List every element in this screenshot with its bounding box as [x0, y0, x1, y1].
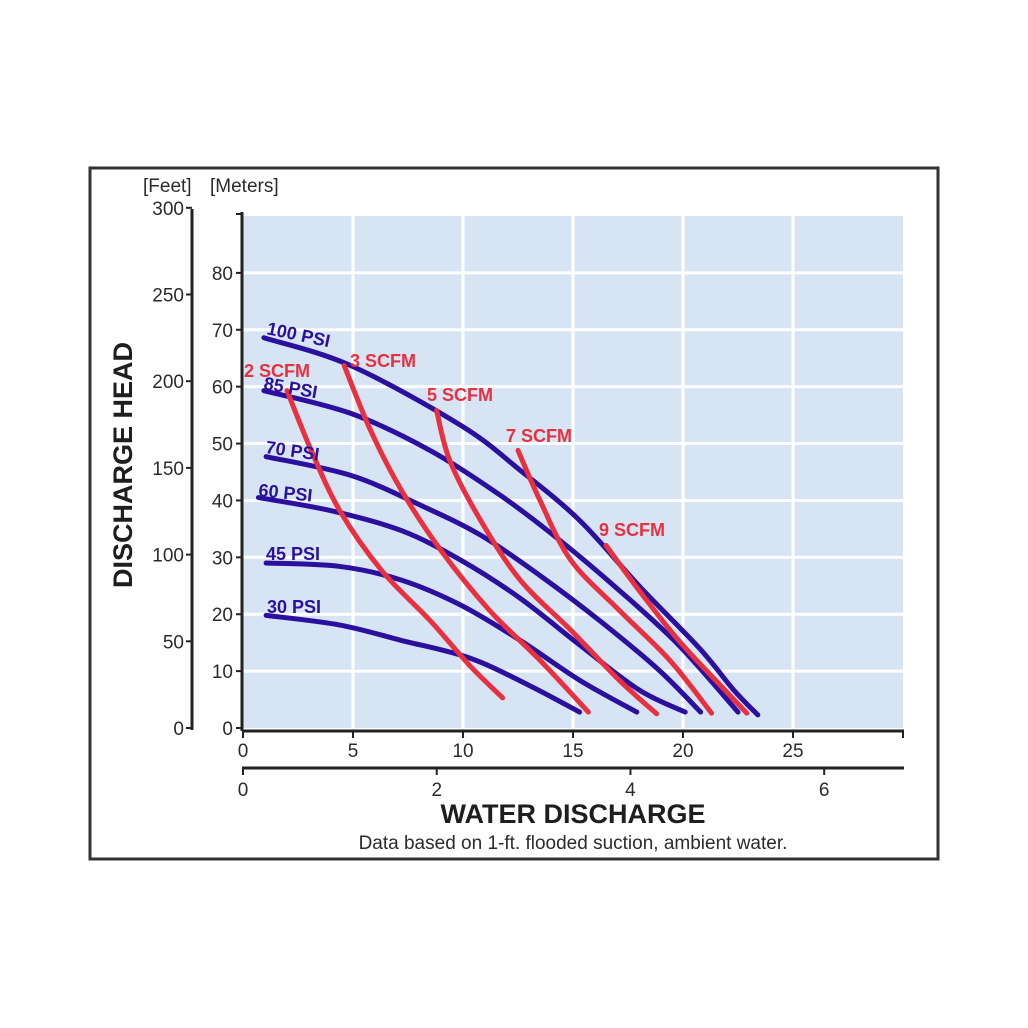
x-tick-label: 15: [562, 741, 583, 762]
feet-tick-label: 300: [152, 199, 184, 220]
air-label: 7 SCFM: [506, 426, 572, 446]
pressure-curve-30-psi: [263, 612, 583, 715]
x-tick-label: 25: [782, 741, 803, 762]
air-curve-5-scfm: [434, 408, 660, 717]
x-tick-label: 5: [348, 741, 359, 762]
footnote: Data based on 1-ft. flooded suction, amb…: [359, 833, 788, 854]
pressure-label: 30 PSI: [267, 597, 321, 617]
pressure-curve-60-psi: [255, 495, 688, 715]
y-axis-title: DISCHARGE HEAD: [108, 342, 138, 588]
meters-tick-label: 0: [222, 719, 233, 740]
x-tick-label: 10: [452, 741, 473, 762]
x2-tick-label: 0: [238, 780, 249, 801]
meters-tick-label: 70: [212, 321, 233, 342]
feet-tick-label: 200: [152, 372, 184, 393]
air-label: 9 SCFM: [599, 520, 665, 540]
x-tick-label: 0: [238, 741, 249, 762]
feet-unit-label: [Feet]: [143, 176, 192, 197]
curves: [255, 335, 761, 718]
air-curve-9-scfm: [603, 542, 750, 716]
air-curve-7-scfm: [515, 447, 715, 716]
air-curve-3-scfm: [341, 363, 591, 715]
meters-unit-label: [Meters]: [210, 176, 279, 197]
pressure-curve-70-psi: [263, 454, 704, 715]
x-axis-title: WATER DISCHARGE: [440, 799, 705, 829]
feet-tick-label: 50: [163, 632, 184, 653]
pressure-label: 45 PSI: [266, 544, 320, 564]
meters-tick-label: 60: [212, 378, 233, 399]
meters-tick-label: 80: [212, 264, 233, 285]
feet-tick-label: 100: [152, 546, 184, 567]
x2-tick-label: 4: [625, 780, 636, 801]
meters-tick-label: 40: [212, 491, 233, 512]
air-curve-2-scfm: [284, 388, 506, 701]
pressure-curve-100-psi: [261, 335, 761, 718]
x2-tick-label: 6: [819, 780, 830, 801]
pressure-curve-85-psi: [261, 388, 741, 715]
x2-tick-label: 2: [431, 780, 442, 801]
feet-tick-label: 0: [173, 719, 184, 740]
meters-tick-label: 30: [212, 548, 233, 569]
x-tick-label: 20: [672, 741, 693, 762]
feet-tick-label: 150: [152, 459, 184, 480]
air-label: 3 SCFM: [350, 351, 416, 371]
meters-tick-label: 10: [212, 662, 233, 683]
air-label: 5 SCFM: [427, 385, 493, 405]
air-label: 2 SCFM: [244, 361, 310, 381]
meters-tick-label: 20: [212, 605, 233, 626]
feet-tick-label: 250: [152, 286, 184, 307]
pressure-curve-45-psi: [263, 560, 640, 715]
meters-tick-label: 50: [212, 435, 233, 456]
